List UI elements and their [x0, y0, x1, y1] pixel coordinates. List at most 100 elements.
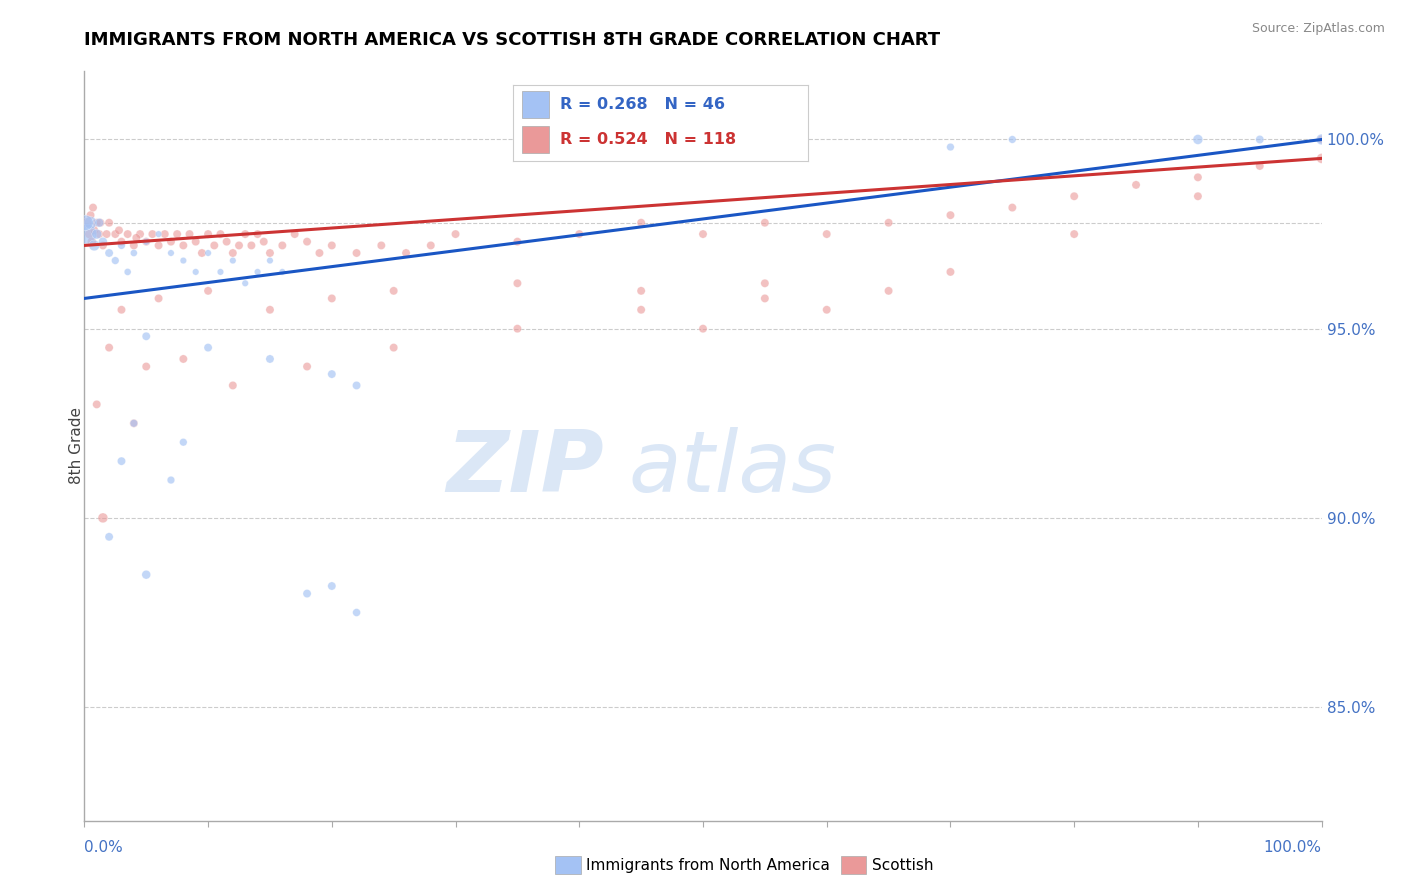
- Point: [240, 238, 263, 252]
- Point: [346, 378, 368, 392]
- Point: [197, 246, 219, 260]
- Point: [246, 265, 269, 279]
- Point: [117, 265, 139, 279]
- Point: [172, 253, 194, 268]
- Point: [754, 277, 776, 291]
- Point: [104, 227, 127, 241]
- Point: [89, 227, 111, 241]
- Point: [197, 341, 219, 355]
- Point: [1310, 132, 1333, 146]
- Point: [321, 292, 343, 306]
- Point: [1249, 159, 1271, 173]
- Point: [754, 216, 776, 230]
- Point: [166, 227, 188, 241]
- Point: [98, 216, 121, 230]
- Point: [939, 265, 962, 279]
- Point: [83, 223, 105, 237]
- Text: Scottish: Scottish: [872, 858, 934, 872]
- Text: R = 0.268   N = 46: R = 0.268 N = 46: [561, 97, 725, 112]
- Point: [222, 253, 245, 268]
- Point: [79, 216, 101, 230]
- Point: [197, 284, 219, 298]
- Point: [184, 235, 207, 249]
- Point: [179, 227, 201, 241]
- Point: [1310, 152, 1333, 166]
- Point: [259, 246, 281, 260]
- Point: [160, 246, 183, 260]
- Point: [117, 227, 139, 241]
- Point: [222, 246, 245, 260]
- Y-axis label: 8th Grade: 8th Grade: [69, 408, 83, 484]
- Point: [321, 238, 343, 252]
- Text: 0.0%: 0.0%: [84, 839, 124, 855]
- Point: [98, 341, 121, 355]
- Point: [83, 238, 105, 252]
- Point: [125, 231, 148, 245]
- Point: [692, 321, 714, 335]
- Point: [630, 302, 652, 317]
- Point: [76, 227, 98, 241]
- Point: [82, 201, 104, 215]
- Point: [506, 321, 529, 335]
- Point: [86, 227, 108, 241]
- Point: [122, 246, 145, 260]
- Point: [191, 246, 214, 260]
- Point: [129, 227, 152, 241]
- Text: Source: ZipAtlas.com: Source: ZipAtlas.com: [1251, 22, 1385, 36]
- Point: [877, 216, 900, 230]
- Point: [122, 417, 145, 431]
- Point: [1187, 170, 1209, 185]
- Point: [75, 216, 97, 230]
- Point: [135, 235, 157, 249]
- Point: [172, 351, 194, 366]
- Point: [346, 246, 368, 260]
- Point: [122, 238, 145, 252]
- Point: [222, 378, 245, 392]
- Point: [1187, 189, 1209, 203]
- Point: [692, 227, 714, 241]
- Point: [141, 227, 163, 241]
- Point: [135, 567, 157, 582]
- Point: [1125, 178, 1147, 192]
- Point: [1001, 201, 1024, 215]
- Point: [108, 223, 131, 237]
- Point: [153, 227, 176, 241]
- Point: [295, 235, 318, 249]
- Point: [295, 586, 318, 600]
- Point: [148, 292, 170, 306]
- Point: [98, 246, 121, 260]
- Point: [228, 238, 250, 252]
- Point: [815, 227, 838, 241]
- Point: [110, 302, 132, 317]
- Point: [815, 302, 838, 317]
- Point: [98, 530, 121, 544]
- Point: [506, 277, 529, 291]
- Point: [939, 140, 962, 154]
- Point: [148, 238, 170, 252]
- FancyBboxPatch shape: [522, 126, 548, 153]
- Point: [79, 208, 101, 222]
- Point: [754, 292, 776, 306]
- Point: [79, 227, 101, 241]
- Point: [89, 216, 111, 230]
- Point: [135, 329, 157, 343]
- Point: [104, 253, 127, 268]
- Point: [284, 227, 307, 241]
- Point: [86, 397, 108, 411]
- Point: [148, 227, 170, 241]
- Point: [110, 454, 132, 468]
- Point: [259, 302, 281, 317]
- Text: atlas: atlas: [628, 427, 837, 510]
- Point: [202, 238, 225, 252]
- Point: [215, 235, 238, 249]
- Point: [1001, 132, 1024, 146]
- Point: [308, 246, 330, 260]
- Point: [233, 277, 256, 291]
- Point: [233, 227, 256, 241]
- Point: [160, 235, 183, 249]
- Point: [877, 284, 900, 298]
- Point: [506, 235, 529, 249]
- Point: [135, 235, 157, 249]
- Point: [271, 238, 294, 252]
- Point: [172, 435, 194, 450]
